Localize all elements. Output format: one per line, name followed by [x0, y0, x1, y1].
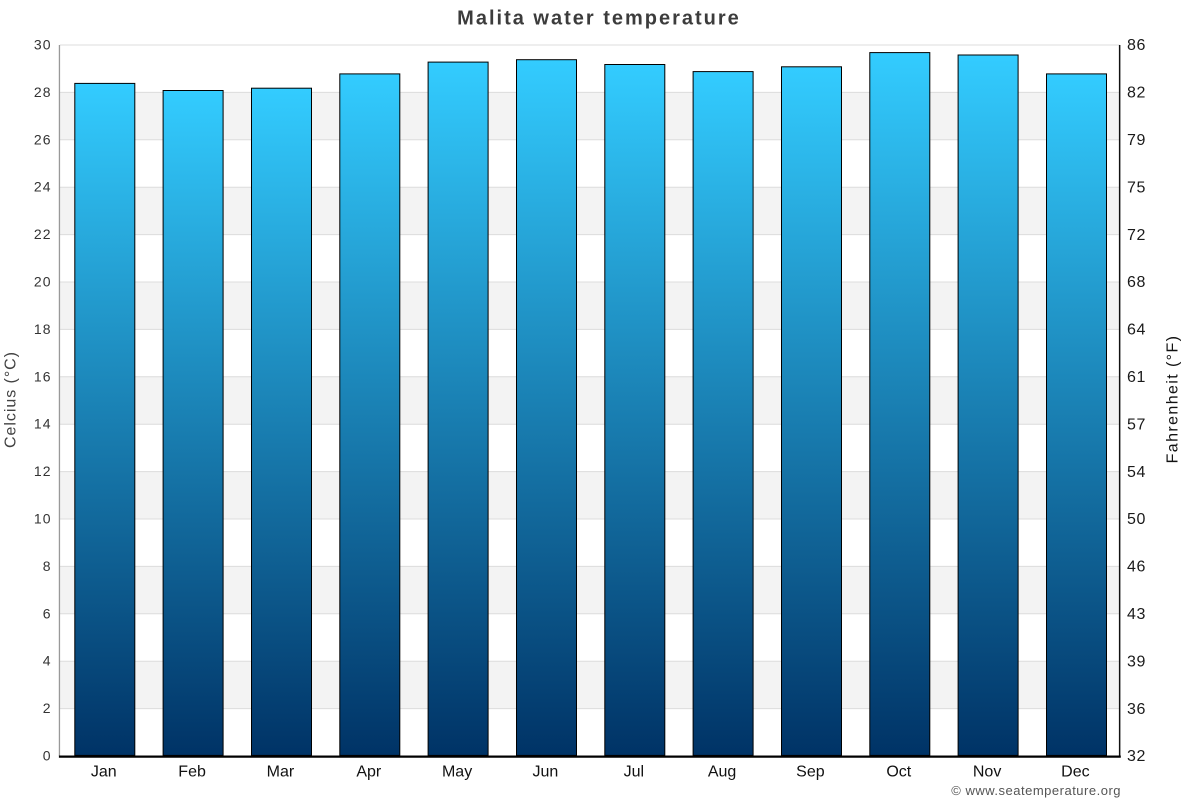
svg-text:39: 39 [1127, 653, 1146, 670]
svg-text:4: 4 [43, 653, 52, 669]
svg-text:Aug: Aug [708, 764, 736, 781]
svg-text:43: 43 [1127, 606, 1146, 623]
svg-text:68: 68 [1127, 274, 1146, 291]
svg-text:Jun: Jun [533, 764, 559, 781]
svg-text:79: 79 [1127, 132, 1146, 149]
svg-text:46: 46 [1127, 559, 1146, 576]
svg-text:22: 22 [34, 226, 52, 242]
svg-text:10: 10 [34, 511, 52, 527]
svg-text:82: 82 [1127, 85, 1146, 102]
svg-text:26: 26 [34, 131, 52, 147]
svg-text:Jan: Jan [91, 764, 117, 781]
svg-text:Oct: Oct [886, 764, 911, 781]
svg-text:Dec: Dec [1061, 764, 1089, 781]
svg-text:May: May [442, 764, 472, 781]
svg-text:© www.seatemperature.org: © www.seatemperature.org [951, 783, 1121, 798]
svg-text:54: 54 [1127, 464, 1146, 481]
svg-text:72: 72 [1127, 227, 1146, 244]
svg-text:8: 8 [43, 558, 52, 574]
svg-text:20: 20 [34, 274, 52, 290]
svg-text:Apr: Apr [356, 764, 382, 781]
svg-text:0: 0 [43, 748, 52, 764]
svg-text:75: 75 [1127, 179, 1146, 196]
svg-text:Nov: Nov [973, 764, 1001, 781]
svg-text:2: 2 [43, 700, 52, 716]
svg-text:12: 12 [34, 463, 52, 479]
svg-text:Celcius (°C): Celcius (°C) [3, 351, 20, 448]
svg-text:28: 28 [34, 84, 52, 100]
svg-text:32: 32 [1127, 748, 1146, 765]
svg-text:Malita water temperature: Malita water temperature [457, 8, 741, 30]
svg-text:24: 24 [34, 179, 52, 195]
svg-text:50: 50 [1127, 511, 1146, 528]
svg-text:57: 57 [1127, 416, 1146, 433]
svg-text:64: 64 [1127, 322, 1146, 339]
svg-text:61: 61 [1127, 369, 1146, 386]
svg-text:30: 30 [34, 37, 52, 53]
svg-text:16: 16 [34, 368, 52, 384]
svg-text:Sep: Sep [796, 764, 825, 781]
svg-text:6: 6 [43, 605, 52, 621]
svg-text:Jul: Jul [624, 764, 644, 781]
svg-text:Feb: Feb [178, 764, 206, 781]
svg-text:Mar: Mar [267, 764, 295, 781]
svg-text:Fahrenheit (°F): Fahrenheit (°F) [1165, 335, 1182, 464]
svg-text:36: 36 [1127, 701, 1146, 718]
svg-text:14: 14 [34, 416, 52, 432]
svg-text:86: 86 [1127, 37, 1146, 54]
svg-text:18: 18 [34, 321, 52, 337]
